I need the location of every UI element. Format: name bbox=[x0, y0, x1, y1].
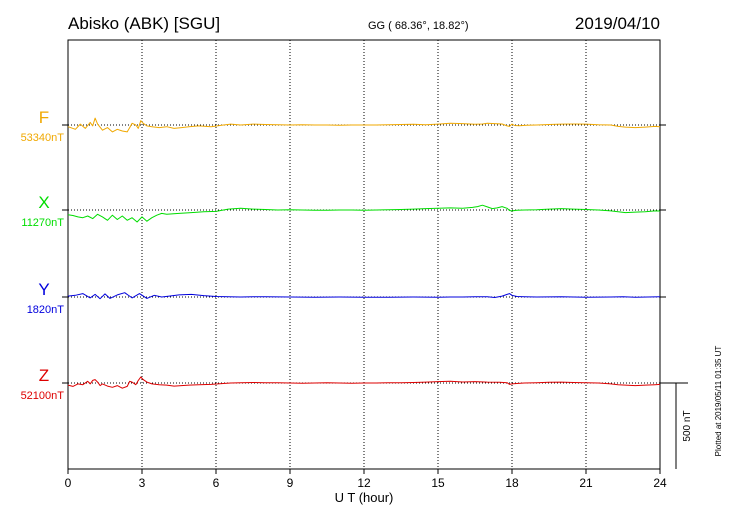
x-axis-ticks: 0 3 6 9 12 15 18 21 24 bbox=[65, 469, 667, 490]
chart-title: Abisko (ABK) [SGU] bbox=[68, 14, 220, 33]
x-tick-label-3: 3 bbox=[139, 476, 146, 490]
scale-bar: 500 nT bbox=[660, 382, 693, 469]
x-tick-label-9: 9 bbox=[287, 476, 294, 490]
series-lines bbox=[67, 117, 661, 389]
plotted-note: Plotted at 2019/05/11 01:35 UT bbox=[714, 346, 723, 457]
x-axis-label: U T (hour) bbox=[335, 490, 394, 505]
series-line-z bbox=[67, 376, 661, 389]
x-tick-label-0: 0 bbox=[65, 476, 72, 490]
x-tick-label-21: 21 bbox=[579, 476, 593, 490]
series-baseline-value-y: 1820nT bbox=[27, 304, 65, 316]
series-line-x bbox=[67, 204, 661, 223]
x-tick-label-15: 15 bbox=[431, 476, 445, 490]
series-baseline-value-x: 11270nT bbox=[21, 217, 64, 229]
chart-date: 2019/04/10 bbox=[575, 14, 660, 33]
series-name-y: Y bbox=[38, 280, 49, 299]
x-tick-label-18: 18 bbox=[505, 476, 519, 490]
series-name-x: X bbox=[38, 193, 49, 212]
series-line-y bbox=[67, 292, 661, 300]
series-name-z: Z bbox=[39, 366, 49, 385]
x-tick-label-6: 6 bbox=[213, 476, 220, 490]
x-tick-label-12: 12 bbox=[357, 476, 371, 490]
series-baseline-value-f: 53340nT bbox=[21, 132, 65, 144]
gridlines bbox=[141, 40, 587, 469]
series-labels: F 53340nT X 11270nT Y 1820nT Z 52100nT bbox=[21, 108, 65, 402]
scale-label: 500 nT bbox=[682, 410, 693, 441]
x-tick-label-24: 24 bbox=[653, 476, 667, 490]
series-baseline-value-z: 52100nT bbox=[21, 390, 65, 402]
series-name-f: F bbox=[39, 108, 49, 127]
station-coordinates: GG ( 68.36°, 18.82°) bbox=[368, 20, 469, 32]
plot-frame bbox=[67, 39, 661, 470]
series-line-f bbox=[67, 117, 661, 133]
